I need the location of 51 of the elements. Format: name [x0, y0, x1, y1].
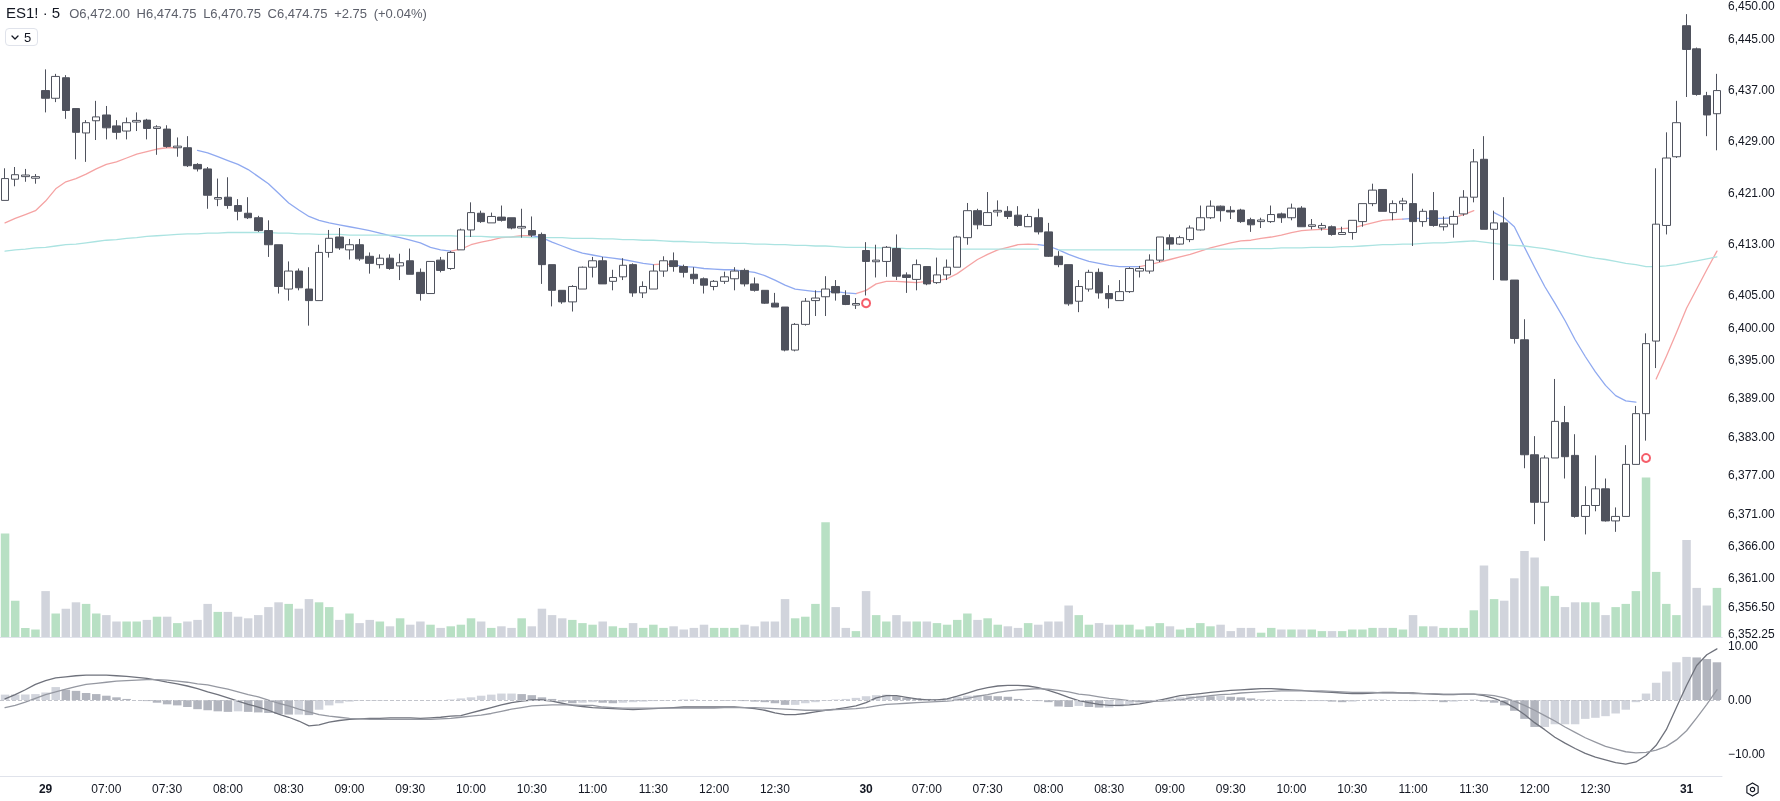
y-tick-label: 6,371.00: [1728, 506, 1776, 521]
x-tick-label: 12:00: [699, 782, 730, 796]
x-tick-label: 31: [1679, 782, 1694, 796]
x-tick-label: 10:30: [516, 782, 548, 796]
x-tick-label: 11:30: [638, 782, 669, 796]
y-tick-label: 6,405.00: [1728, 288, 1776, 303]
x-tick-label: 11:30: [1459, 782, 1489, 796]
y-tick-label: 6,389.00: [1728, 391, 1776, 406]
y-tick-label: 6,429.00: [1728, 134, 1776, 149]
x-tick-label: 08:30: [273, 782, 305, 796]
y-tick-label: −10.00: [1728, 746, 1766, 761]
x-tick-label: 12:00: [1519, 782, 1550, 796]
x-tick-label: 09:00: [1154, 782, 1186, 796]
text: O6,472.00 H6,474.75 L6,470.75 C6,474.75 +2.75 (+0.04%): [69, 6, 427, 21]
annotation: 5: [24, 29, 32, 45]
y-tick-label: 6,400.00: [1728, 320, 1776, 335]
x-tick-label: 09:30: [1215, 782, 1247, 796]
y-tick-label: 6,437.00: [1728, 82, 1776, 97]
y-tick-label: 6,450.00: [1728, 0, 1776, 14]
x-tick-label: 12:30: [1580, 782, 1611, 796]
y-tick-label: 0.00: [1728, 693, 1752, 708]
y-tick-label: 6,366.00: [1728, 538, 1776, 553]
x-tick-label: 10:00: [1276, 782, 1307, 796]
x-tick-label: 07:00: [91, 782, 122, 796]
y-tick-label: 6,383.00: [1728, 429, 1776, 444]
y-tick-label: 6,421.00: [1728, 185, 1776, 200]
y-tick-label: 6,356.50: [1728, 599, 1776, 614]
x-tick-label: 30: [859, 782, 874, 796]
x-tick-label: 11:00: [578, 782, 608, 796]
y-tick-label: 6,395.00: [1728, 352, 1776, 367]
x-tick-label: 10:30: [1337, 782, 1368, 796]
x-tick-label: 08:00: [1033, 782, 1064, 796]
dropdown-button: 5: [5, 28, 39, 46]
x-tick-label: 29: [38, 782, 53, 796]
x-tick-label: 07:30: [152, 782, 183, 796]
x-tick-label: 09:00: [334, 782, 365, 796]
y-tick-label: 10.00: [1728, 639, 1759, 654]
x-tick-label: 07:30: [972, 782, 1003, 796]
y-tick-label: 6,352.25: [1728, 627, 1776, 642]
x-tick-label: 09:30: [395, 782, 426, 796]
chart-title: ES1! · 5: [6, 4, 61, 21]
x-tick-label: 07:00: [911, 782, 943, 796]
x-tick-label: 08:30: [1094, 782, 1125, 796]
y-tick-label: 6,361.00: [1728, 571, 1776, 586]
y-tick-label: 6,445.00: [1728, 31, 1776, 46]
y-tick-label: 6,377.00: [1728, 468, 1776, 483]
y-tick-label: 6,413.00: [1728, 237, 1776, 252]
x-tick-label: 11:00: [1398, 782, 1428, 796]
x-tick-label: 10:00: [456, 782, 487, 796]
x-tick-label: 12:30: [759, 782, 791, 796]
x-tick-label: 08:00: [212, 782, 244, 796]
